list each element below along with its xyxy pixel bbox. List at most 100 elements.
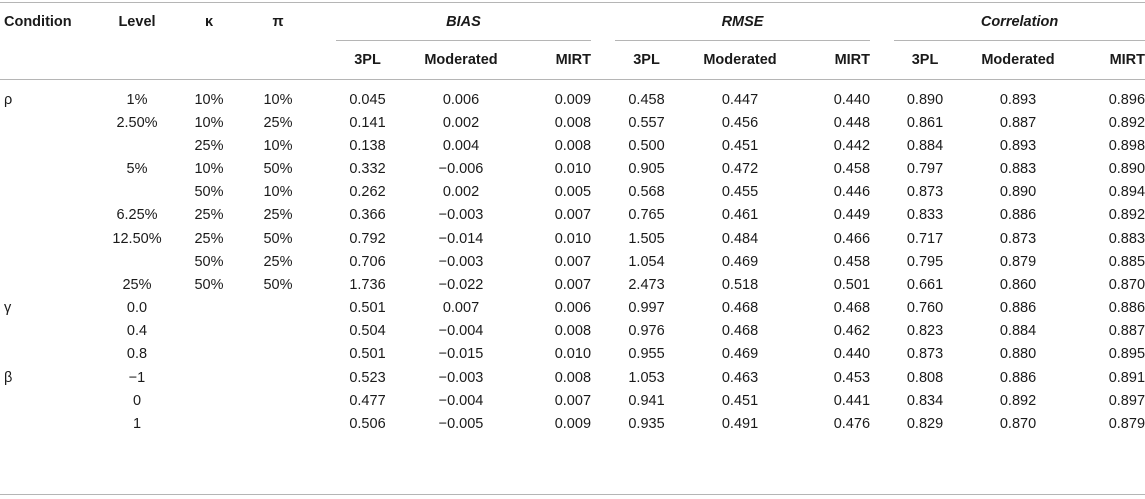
table-row: 2.50% 10% 25% 0.141 0.002 0.008 0.557 0.456 0.44… [0,111,1145,134]
cell-level: 2.50% [116,114,158,131]
cell-kappa [174,389,244,412]
table-row: 25% 10% 0.138 0.004 0.008 0.500 0.451 0.442 0.88… [0,134,1145,157]
cell-rmse-moderated: 0.451 [721,392,759,409]
cell-corr-moderated: 0.879 [999,253,1037,270]
cell-corr-mirt: 0.892 [1108,114,1145,131]
table-body: ρ 1% 10% 10% 0.045 0.006 0.009 0.458 0.447 0.440 0… [0,80,1145,436]
cell-condition [0,111,100,134]
cell-rmse-mirt: 0.458 [833,253,871,270]
cell-bias-3pl: 0.506 [349,416,386,433]
cell-bias-3pl: 0.366 [349,207,386,224]
cell-pi: 50% [263,160,293,177]
table-row: γ 0.0 0.501 0.007 0.006 0.997 0.468 0.468 0.760 0… [0,297,1145,320]
cell-level: 12.50% [112,230,162,247]
header-group-bias: BIAS [336,3,592,41]
cell-rmse-mirt: 0.441 [833,392,871,409]
cell-corr-mirt: 0.870 [1108,276,1145,293]
cell-bias-mirt: 0.008 [554,137,592,154]
cell-bias-moderated: 0.007 [442,300,480,317]
cell-bias-moderated: −0.005 [438,416,484,433]
header-corr-mirt: MIRT [1080,40,1145,80]
cell-pi: 50% [263,230,293,247]
cell-rmse-moderated: 0.469 [721,253,759,270]
cell-rmse-mirt: 0.476 [833,416,871,433]
cell-level [100,134,174,157]
cell-kappa: 25% [194,137,224,154]
cell-pi: 10% [263,184,293,201]
cell-rmse-3pl: 2.473 [628,276,665,293]
header-corr-3pl: 3PL [894,40,957,80]
cell-rmse-mirt: 0.458 [833,160,871,177]
cell-kappa: 10% [194,91,224,108]
header-bias-mirt: MIRT [523,40,592,80]
cell-corr-moderated: 0.893 [999,91,1037,108]
cell-bias-mirt: 0.007 [554,207,592,224]
cell-bias-moderated: −0.006 [438,160,484,177]
cell-bias-3pl: 0.262 [349,184,386,201]
table-row: 0.4 0.504 −0.004 0.008 0.976 0.468 0.462 0.823 0… [0,320,1145,343]
header-rmse-mirt: MIRT [802,40,871,80]
cell-rmse-mirt: 0.440 [833,346,871,363]
cell-rmse-3pl: 0.941 [628,392,665,409]
cell-rmse-3pl: 0.568 [628,184,665,201]
cell-corr-moderated: 0.884 [999,323,1037,340]
cell-rmse-3pl: 0.997 [628,300,665,317]
cell-corr-mirt: 0.898 [1108,137,1145,154]
cell-pi: 10% [263,137,293,154]
cell-corr-moderated: 0.892 [999,392,1037,409]
cell-condition [0,204,100,227]
cell-rmse-3pl: 0.905 [628,160,665,177]
cell-corr-moderated: 0.873 [999,230,1037,247]
cell-corr-mirt: 0.885 [1108,253,1145,270]
table-row: 50% 10% 0.262 0.002 0.005 0.568 0.455 0.446 0.87… [0,181,1145,204]
cell-condition [0,227,100,250]
header-rmse-3pl: 3PL [615,40,679,80]
cell-level: 5% [126,160,148,177]
cell-bias-moderated: −0.014 [438,230,484,247]
cell-pi [244,366,312,389]
cell-rmse-3pl: 1.053 [628,369,665,386]
cell-rmse-moderated: 0.472 [721,160,759,177]
header-group-correlation: Correlation [894,3,1145,41]
cell-level: 25% [122,276,152,293]
cell-corr-3pl: 0.829 [906,416,944,433]
cell-pi: 50% [263,276,293,293]
cell-bias-mirt: 0.009 [554,416,592,433]
cell-corr-mirt: 0.895 [1108,346,1145,363]
cell-rmse-3pl: 1.054 [628,253,665,270]
cell-bias-moderated: −0.022 [438,276,484,293]
cell-rmse-mirt: 0.442 [833,137,871,154]
cell-corr-moderated: 0.860 [999,276,1037,293]
cell-corr-mirt: 0.892 [1108,207,1145,224]
cell-kappa: 50% [194,253,224,270]
cell-corr-moderated: 0.887 [999,114,1037,131]
cell-bias-moderated: −0.004 [438,323,484,340]
cell-corr-moderated: 0.886 [999,369,1037,386]
table-row: 12.50% 25% 50% 0.792 −0.014 0.010 1.505 0.484 0.… [0,227,1145,250]
cell-rmse-mirt: 0.449 [833,207,871,224]
cell-condition [0,250,100,273]
cell-bias-3pl: 0.501 [349,346,386,363]
table-row: 25% 50% 50% 1.736 −0.022 0.007 2.473 0.518 0.501… [0,273,1145,296]
results-table: Condition Level κ π BIAS RMSE Correlatio… [0,3,1145,436]
cell-rmse-3pl: 0.955 [628,346,665,363]
cell-corr-mirt: 0.896 [1108,91,1145,108]
cell-rmse-mirt: 0.501 [833,276,871,293]
cell-corr-mirt: 0.890 [1108,160,1145,177]
cell-bias-3pl: 0.501 [349,300,386,317]
cell-condition [0,134,100,157]
cell-bias-3pl: 0.045 [349,91,386,108]
cell-rmse-mirt: 0.446 [833,184,871,201]
cell-corr-mirt: 0.879 [1108,416,1145,433]
cell-rmse-moderated: 0.461 [721,207,759,224]
cell-kappa: 25% [194,230,224,247]
cell-bias-3pl: 0.141 [349,114,386,131]
cell-corr-3pl: 0.884 [906,137,944,154]
cell-bias-mirt: 0.007 [554,392,592,409]
cell-rmse-mirt: 0.453 [833,369,871,386]
cell-bias-3pl: 0.706 [349,253,386,270]
cell-kappa [174,297,244,320]
cell-rmse-moderated: 0.469 [721,346,759,363]
cell-corr-moderated: 0.890 [999,184,1037,201]
cell-bias-mirt: 0.010 [554,346,592,363]
